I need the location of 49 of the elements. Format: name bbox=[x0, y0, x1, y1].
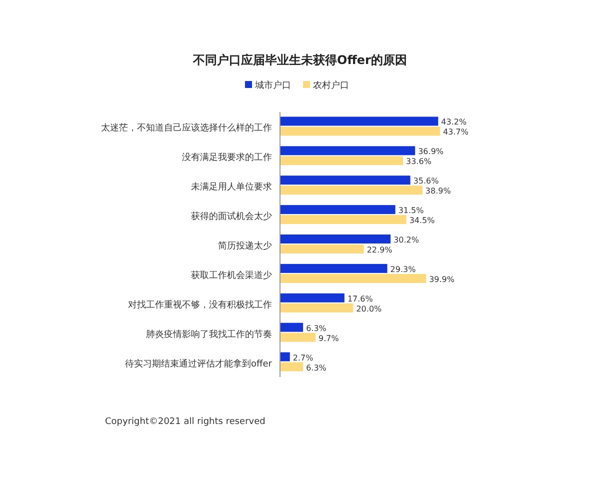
bar bbox=[280, 116, 438, 126]
chart-title: 不同户口应届毕业生未获得Offer的原因 bbox=[192, 53, 407, 67]
bar bbox=[280, 264, 388, 273]
y-tick-label: 待实习期结束通过评估才能拿到offer bbox=[125, 358, 272, 370]
bar bbox=[280, 274, 426, 283]
data-label: 6.3% bbox=[306, 363, 327, 372]
bar bbox=[280, 322, 304, 332]
data-label: 22.9% bbox=[366, 246, 393, 254]
y-tick-label: 对找工作重视不够，没有积极找工作 bbox=[128, 299, 272, 310]
y-tick-label: 肺炎疫情影响了我找工作的节奏 bbox=[146, 328, 272, 340]
y-tick-label: 没有满足我要求的工作 bbox=[182, 152, 272, 164]
bar bbox=[280, 186, 422, 195]
y-tick-label: 获取工作机会渠道少 bbox=[191, 270, 272, 281]
data-label: 35.6% bbox=[413, 176, 440, 186]
data-label: 39.9% bbox=[429, 274, 455, 284]
data-label: 2.7% bbox=[292, 353, 314, 362]
data-label: 30.2% bbox=[394, 236, 420, 244]
y-tick-label: 太迷茫，不知道自己应该选择什么样的工作 bbox=[101, 122, 272, 134]
data-label: 6.3% bbox=[306, 324, 327, 333]
data-label: 33.6% bbox=[406, 157, 432, 166]
data-label: 43.7% bbox=[443, 128, 469, 137]
text: Copyright©2021 all rights reserved bbox=[105, 417, 266, 427]
legend-label: 城市户口 bbox=[254, 80, 291, 91]
data-label: 29.3% bbox=[390, 264, 416, 274]
bar bbox=[280, 352, 290, 362]
bar bbox=[280, 146, 416, 156]
bar bbox=[280, 205, 396, 214]
bar bbox=[280, 126, 440, 136]
bar bbox=[280, 332, 316, 342]
data-label: 36.9% bbox=[418, 147, 444, 156]
data-label: 20.0% bbox=[356, 304, 382, 314]
bar bbox=[280, 244, 364, 254]
bar bbox=[280, 176, 410, 185]
bar bbox=[280, 293, 344, 302]
bar bbox=[280, 156, 404, 166]
data-label: 34.5% bbox=[409, 216, 436, 226]
data-label: 43.2% bbox=[441, 118, 467, 127]
y-tick-label: 未满足用人单位要求 bbox=[191, 182, 272, 193]
bar bbox=[280, 362, 304, 372]
legend-label: 农村户口 bbox=[313, 80, 349, 91]
data-label: 9.7% bbox=[318, 334, 340, 343]
bar bbox=[280, 303, 354, 312]
data-label: 31.5% bbox=[398, 206, 424, 216]
bar bbox=[280, 215, 406, 224]
data-label: 17.6% bbox=[347, 294, 374, 304]
y-tick-label: 简历投递太少 bbox=[218, 240, 272, 252]
y-tick-label: 获得的面试机会太少 bbox=[191, 211, 272, 222]
bar bbox=[280, 234, 391, 244]
data-label: 38.9% bbox=[425, 186, 452, 196]
